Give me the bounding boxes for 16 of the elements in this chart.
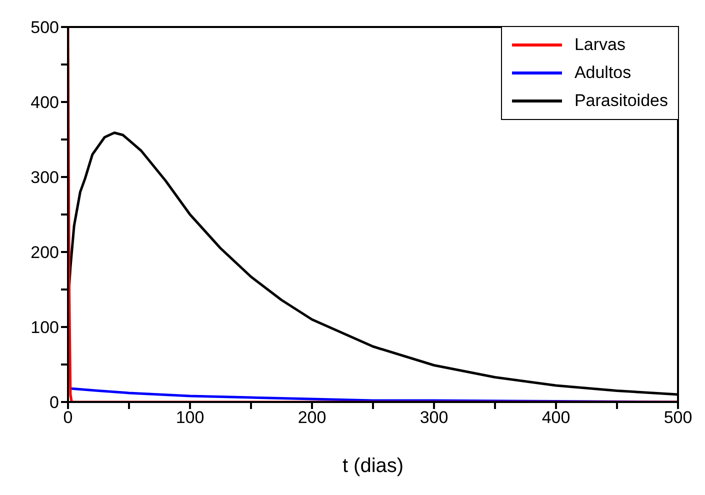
x-tick-label: 0 xyxy=(63,408,73,428)
x-tick-label: 200 xyxy=(298,408,326,428)
y-tick-label: 0 xyxy=(50,393,59,412)
y-tick-label: 100 xyxy=(30,318,59,338)
x-tick-label: 100 xyxy=(176,408,204,428)
x-tick-label: 400 xyxy=(542,408,570,428)
y-tick-label: 300 xyxy=(30,168,59,188)
y-tick-label: 500 xyxy=(30,18,59,38)
legend-label: Larvas xyxy=(574,35,626,55)
x-axis-title: t (dias) xyxy=(342,455,404,477)
y-tick-label: 400 xyxy=(30,93,59,112)
legend-label: Parasitoides xyxy=(574,91,668,111)
legend-label: Adultos xyxy=(574,63,632,83)
x-tick-label: 300 xyxy=(420,408,448,428)
y-tick-label: 200 xyxy=(30,243,59,262)
x-tick-label: 500 xyxy=(664,408,692,428)
